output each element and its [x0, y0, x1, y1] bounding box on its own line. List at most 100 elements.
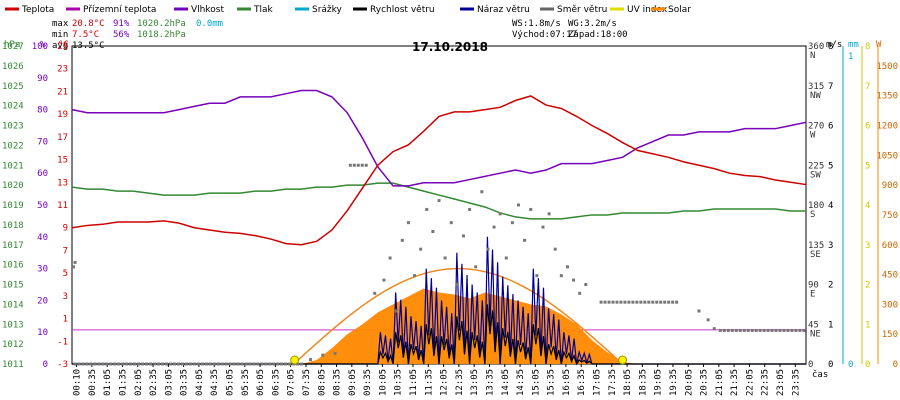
x-tick-label: 06:05 — [256, 369, 266, 396]
x-tick-label: 00:35 — [88, 369, 98, 396]
pct-tick-label: 80 — [37, 106, 48, 116]
x-tick-label: 06:35 — [271, 369, 281, 396]
x-tick-label: 14:35 — [516, 369, 526, 396]
mm-tick-label: 1 — [848, 52, 853, 62]
degc-tick-label: 25 — [57, 42, 68, 52]
wind-dir-point — [244, 362, 248, 366]
wind-dir-point — [81, 362, 85, 366]
wind-dir-point — [492, 225, 496, 229]
dir-tick-label: 315 — [808, 82, 824, 92]
x-tick-label: 04:05 — [195, 369, 205, 396]
x-tick-label: 03:35 — [180, 369, 190, 396]
pct-tick-label: 40 — [37, 233, 48, 243]
wind-dir-point — [663, 300, 667, 304]
wind-dir-point — [738, 328, 742, 332]
wind-dir-point — [572, 278, 576, 282]
x-tick-label: 05:35 — [241, 369, 251, 396]
wind-dir-point — [73, 362, 77, 366]
x-axis-unit: čas — [812, 369, 828, 380]
dir-tick-label: 360 — [808, 42, 824, 52]
axis-unit-label: W — [876, 40, 882, 50]
x-tick-label: 21:35 — [730, 369, 740, 396]
wind-dir-point — [611, 300, 615, 304]
x-tick-label: 14:05 — [501, 369, 511, 396]
wind-dir-point — [798, 328, 802, 332]
wind-dir-point — [300, 362, 304, 366]
wind-dir-point — [615, 300, 619, 304]
degc-tick-label: -1 — [57, 337, 68, 347]
temperature-line — [71, 95, 807, 246]
wind-dir-point — [161, 362, 165, 366]
stat-min-press: 1018.2hPa — [137, 30, 186, 40]
wind-dir-point — [121, 362, 125, 366]
wind-dir-point — [762, 328, 766, 332]
w-tick-label: 300 — [882, 300, 898, 310]
x-tick-label: 17:05 — [593, 369, 603, 396]
hpa-tick-label: 1018 — [2, 221, 24, 231]
x-tick-label: 20:35 — [700, 369, 710, 396]
hpa-tick-label: 1024 — [2, 102, 24, 112]
axis-unit-label: % — [40, 40, 46, 50]
axis-unit-label: °C — [58, 40, 69, 50]
dir-tick-label: 45 — [808, 320, 819, 330]
ms-tick-label: 8 — [828, 42, 833, 52]
wind-dir-point — [635, 300, 639, 304]
legend-label: Přízemní teplota — [83, 5, 156, 15]
wind-dir-point — [461, 234, 465, 238]
wind-dir-point — [794, 328, 798, 332]
degc-tick-label: 23 — [57, 65, 68, 75]
x-tick-label: 12:35 — [455, 369, 465, 396]
legend-label: Směr větru — [557, 5, 607, 15]
x-tick-label: 21:05 — [715, 369, 725, 396]
x-tick-label: 15:35 — [547, 369, 557, 396]
wind-dir-point — [766, 328, 770, 332]
wind-dir-point — [406, 221, 410, 225]
wind-dir-point — [523, 238, 527, 242]
wind-dir-point — [790, 328, 794, 332]
w-tick-label: 1200 — [876, 122, 898, 132]
wind-dir-point — [309, 358, 313, 362]
degc-tick-label: 7 — [63, 246, 68, 256]
legend: Teplota Přízemní teplota Vlhkost Tlak Srážky… — [5, 5, 691, 15]
wind-dir-point — [333, 351, 337, 355]
stat-rain: 0.0mm — [196, 19, 223, 29]
wind-dir-point — [165, 362, 169, 366]
x-tick-label: 01:05 — [103, 369, 113, 396]
wind-dir-point — [413, 274, 417, 278]
degc-tick-label: 13 — [57, 178, 68, 188]
dir-cardinal-label: S — [810, 210, 815, 220]
wind-dir-point — [272, 362, 276, 366]
wind-dir-point — [188, 362, 192, 366]
wind-dir-point — [117, 362, 121, 366]
stat-ws: WS:1.8m/s — [512, 19, 561, 29]
legend-label: UV index — [627, 5, 668, 15]
x-tick-label: 10:35 — [394, 369, 404, 396]
wind-dir-point — [196, 362, 200, 366]
x-tick-label: 23:05 — [776, 369, 786, 396]
uv-tick-label: 2 — [865, 281, 870, 291]
solar-area — [72, 288, 806, 364]
w-tick-label: 1500 — [876, 62, 898, 72]
wind-dir-point — [742, 328, 746, 332]
w-tick-label: 450 — [882, 271, 898, 281]
wind-dir-point — [264, 362, 268, 366]
wind-dir-point — [675, 300, 679, 304]
stat-min-temp: 7.5°C — [72, 30, 99, 40]
stat-max-hum: 91% — [113, 19, 130, 29]
stat-sunrise: Východ:07:17 — [512, 30, 577, 40]
wind-dir-point — [280, 362, 284, 366]
wind-dir-point — [200, 362, 204, 366]
wind-dir-point — [216, 362, 220, 366]
dir-tick-label: 90 — [808, 281, 819, 291]
wind-dir-point — [782, 328, 786, 332]
stat-sunset: Západ:18:00 — [568, 30, 628, 40]
wind-dir-point — [584, 283, 588, 286]
x-tick-label: 09:35 — [363, 369, 373, 396]
sun-marker — [618, 355, 627, 365]
wind-speed-line — [72, 304, 806, 366]
wind-dir-point — [651, 300, 655, 304]
wind-dir-point — [578, 291, 582, 295]
legend-label: Vlhkost — [191, 5, 224, 15]
wind-dir-point — [706, 318, 710, 322]
